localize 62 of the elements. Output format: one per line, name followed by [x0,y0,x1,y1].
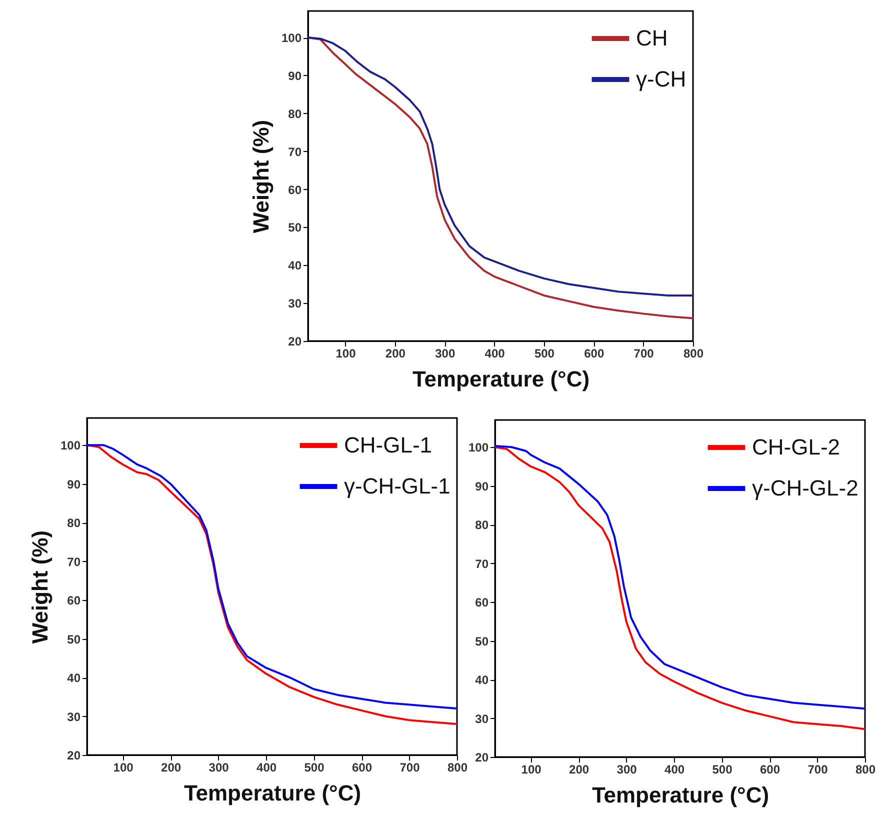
y-tick-label: 20 [288,334,302,348]
x-tick-label: 400 [484,346,506,360]
y-tick-label: 40 [67,671,81,686]
y-tick-label: 80 [288,106,302,121]
x-tick-label: 400 [256,760,277,774]
y-tick-label: 30 [475,712,489,726]
y-tick-label: 60 [67,594,81,608]
y-tick-label: 40 [475,673,489,688]
x-tick-label: 500 [712,762,733,776]
y-tick-label: 80 [67,516,81,530]
x-tick-label: 700 [808,762,828,776]
x-tick-label: 800 [855,762,876,776]
x-tick-label: 600 [584,346,604,360]
x-tick-label: 600 [760,762,780,776]
y-tick-label: 60 [288,182,302,197]
y-tick-label: 90 [67,477,81,492]
legend-label: CH-GL-2 [752,434,840,460]
y-axis-title: Weight (%) [248,120,274,234]
y-tick-label: 90 [288,68,302,83]
x-tick-label: 500 [534,346,555,360]
x-tick-label: 300 [616,762,638,776]
x-axis-title: Temperature (°C) [592,782,770,808]
x-tick-label: 700 [634,346,654,360]
y-axis-title: Weight (%) [27,530,52,644]
x-axis-title: Temperature (°C) [412,366,590,392]
x-tick-label: 300 [208,760,230,774]
y-tick-label: 100 [60,438,81,453]
y-tick-label: 50 [288,220,302,235]
y-tick-label: 70 [67,554,81,569]
y-tick-label: 50 [67,632,81,646]
legend-label: CH [636,26,668,50]
x-tick-label: 300 [435,346,456,360]
y-tick-label: 100 [468,440,489,455]
x-tick-label: 800 [683,346,704,360]
x-tick-label: 800 [447,760,468,774]
x-tick-label: 100 [113,760,134,774]
y-tick-label: 90 [475,479,489,494]
x-tick-label: 700 [400,760,420,774]
y-tick-label: 80 [475,518,489,532]
x-tick-label: 200 [385,346,406,360]
x-tick-label: 500 [304,760,325,774]
y-tick-label: 50 [475,634,489,648]
legend-label: γ-CH [636,66,686,92]
y-tick-label: 100 [281,31,302,46]
x-axis-title: Temperature (°C) [184,780,362,806]
legend-label: γ-CH-GL-2 [752,476,858,500]
y-tick-label: 70 [475,556,489,571]
y-tick-label: 30 [288,296,302,311]
y-tick-label: 60 [475,596,489,610]
x-tick-label: 600 [352,760,372,774]
y-tick-label: 30 [67,710,81,724]
y-tick-label: 70 [288,144,302,159]
y-tick-label: 20 [67,748,81,762]
legend-label: CH-GL-1 [344,432,432,458]
x-tick-label: 100 [336,346,356,360]
legend-label: γ-CH-GL-1 [344,474,450,498]
x-tick-label: 100 [521,762,542,776]
y-tick-label: 20 [475,750,489,764]
x-tick-label: 200 [161,760,182,774]
y-tick-label: 40 [288,258,302,273]
x-tick-label: 200 [569,762,590,776]
x-tick-label: 400 [664,762,685,776]
